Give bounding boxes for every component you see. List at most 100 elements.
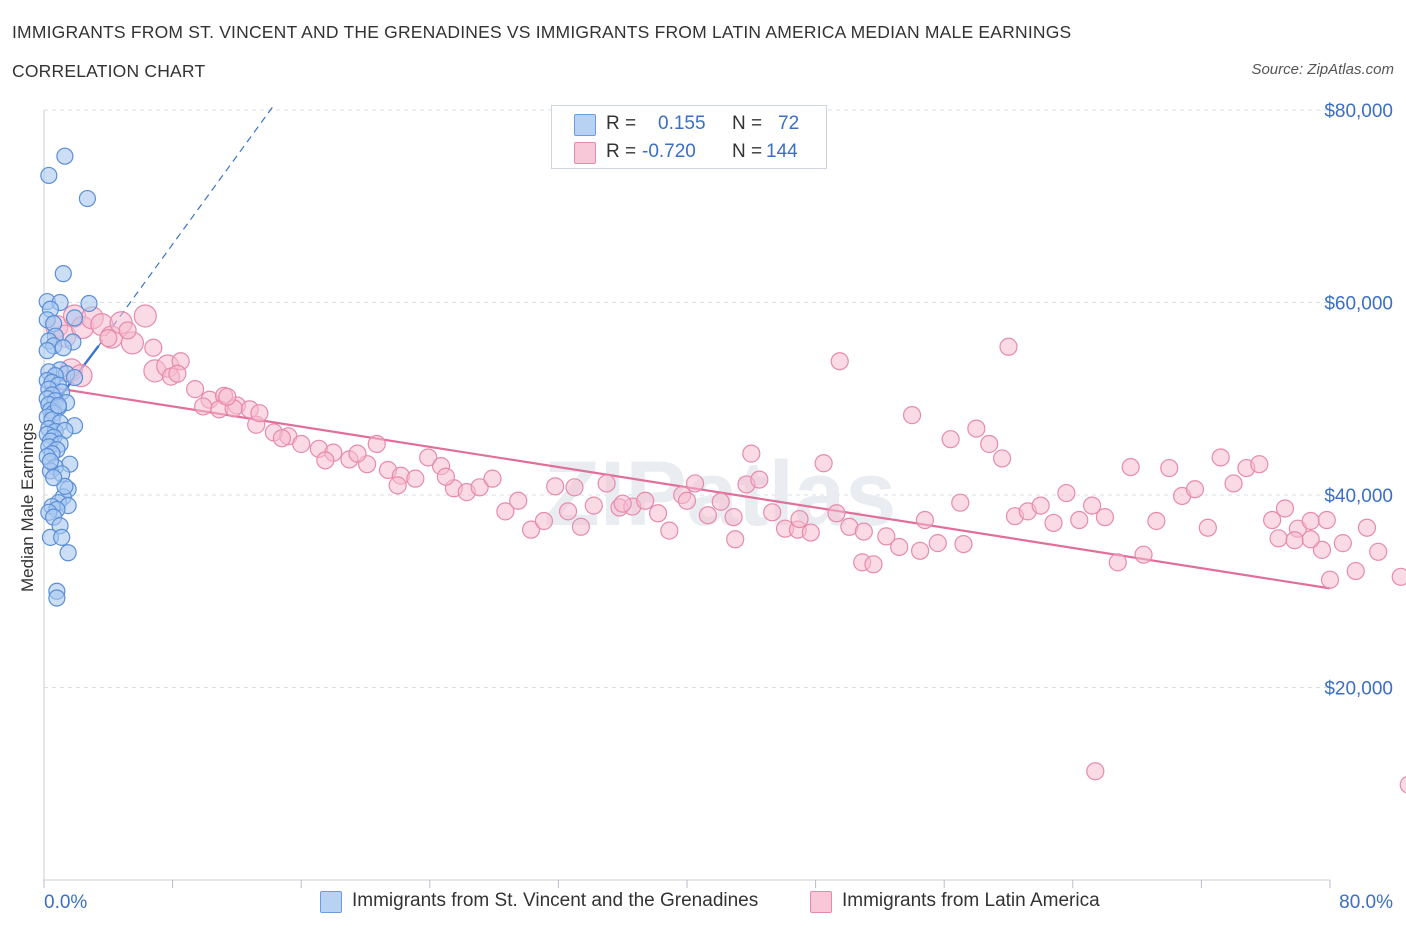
point-latin-america: [636, 491, 655, 510]
point-latin-america: [388, 476, 407, 495]
point-st-vincent: [78, 189, 97, 208]
point-latin-america: [436, 467, 455, 486]
point-latin-america: [1147, 511, 1166, 531]
point-latin-america: [168, 364, 187, 383]
point-latin-america: [1108, 553, 1127, 572]
point-st-vincent: [65, 368, 84, 387]
point-latin-america: [571, 517, 591, 536]
point-latin-america: [186, 380, 205, 399]
point-latin-america: [144, 338, 163, 357]
point-latin-america: [1095, 508, 1115, 527]
point-st-vincent: [45, 469, 63, 487]
correlation-legend: R = 0.155 N = 72 R = -0.720 N = 144: [551, 105, 827, 169]
point-st-vincent: [56, 147, 74, 165]
series-st-vincent-points: [38, 147, 98, 607]
point-latin-america: [827, 504, 846, 523]
point-latin-america: [877, 527, 896, 546]
point-latin-america: [470, 478, 489, 497]
point-latin-america: [724, 508, 743, 527]
point-latin-america: [1263, 510, 1282, 530]
point-latin-america: [316, 451, 335, 470]
point-latin-america: [910, 541, 930, 560]
y-axis-label: Median Male Earnings: [18, 422, 37, 592]
point-latin-america: [1346, 561, 1365, 581]
source-label: Source: ZipAtlas.com: [1251, 61, 1394, 78]
point-latin-america: [1160, 458, 1179, 478]
point-latin-america: [951, 493, 970, 512]
axes: [43, 110, 1331, 888]
point-latin-america: [1399, 776, 1406, 794]
point-latin-america: [194, 397, 213, 416]
point-latin-america: [1317, 510, 1336, 530]
point-latin-america: [1070, 510, 1089, 530]
legend-n-label: N =: [732, 141, 763, 162]
trend-line-st-vincent-extension: [98, 104, 275, 347]
legend-r-value: -0.720: [642, 141, 696, 162]
point-latin-america: [483, 469, 502, 488]
point-latin-america: [1333, 534, 1352, 553]
point-latin-america: [1031, 496, 1050, 515]
point-latin-america: [1301, 530, 1320, 549]
legend-r-value: 0.155: [658, 113, 706, 134]
point-latin-america: [597, 474, 616, 493]
point-latin-america: [584, 496, 603, 515]
point-latin-america: [406, 469, 425, 488]
point-st-vincent: [59, 544, 77, 562]
point-latin-america: [1082, 496, 1102, 515]
point-st-vincent: [41, 452, 60, 470]
point-latin-america: [1391, 567, 1406, 586]
point-latin-america: [685, 474, 705, 493]
point-latin-america: [677, 491, 697, 510]
tick-labels: $20,000 $40,000 $60,000 $80,000 0.0% 80.0%: [44, 101, 1393, 913]
point-st-vincent: [54, 339, 72, 357]
point-latin-america: [999, 337, 1018, 356]
series-name-st-vincent: Immigrants from St. Vincent and the Gren…: [352, 890, 759, 911]
chart-title: IMMIGRANTS FROM ST. VINCENT AND THE GREN…: [12, 22, 1072, 42]
point-latin-america: [118, 321, 137, 340]
point-latin-america: [711, 492, 730, 511]
point-latin-america: [830, 352, 849, 371]
legend-n-label: N =: [732, 113, 763, 134]
point-latin-america: [941, 430, 960, 449]
point-latin-america: [521, 520, 541, 539]
y-tick-label: $20,000: [1324, 679, 1393, 700]
point-latin-america: [1044, 513, 1063, 533]
point-latin-america: [367, 434, 386, 454]
point-latin-america: [763, 503, 782, 522]
x-tick-label-min: 0.0%: [44, 892, 87, 913]
point-latin-america: [660, 521, 679, 540]
point-latin-america: [954, 534, 973, 554]
legend-swatch-blue: [574, 114, 596, 136]
point-latin-america: [292, 434, 311, 454]
point-latin-america: [1198, 518, 1217, 537]
point-latin-america: [1211, 448, 1230, 467]
point-latin-america: [1301, 511, 1320, 531]
legend-r-label: R =: [606, 113, 637, 134]
point-latin-america: [1369, 542, 1388, 561]
chart-subtitle: CORRELATION CHART: [12, 61, 206, 81]
point-latin-america: [565, 478, 584, 497]
legend-swatch-blue: [320, 891, 342, 913]
point-latin-america: [890, 537, 909, 557]
point-latin-america: [801, 523, 820, 542]
legend-n-value: 72: [778, 113, 800, 134]
point-latin-america: [1086, 762, 1105, 781]
legend-swatch-pink: [574, 142, 596, 164]
point-st-vincent: [80, 294, 98, 313]
point-latin-america: [272, 429, 292, 448]
point-latin-america: [534, 511, 554, 531]
point-latin-america: [1121, 457, 1140, 477]
point-latin-america: [546, 477, 565, 496]
bottom-legend-latin-america: Immigrants from Latin America: [810, 889, 1140, 915]
point-st-vincent: [56, 477, 74, 495]
point-latin-america: [698, 506, 717, 525]
point-latin-america: [750, 470, 769, 489]
point-latin-america: [648, 504, 668, 523]
series-name-latin-america: Immigrants from Latin America: [842, 890, 1100, 911]
point-latin-america: [1250, 455, 1269, 474]
legend-n-value: 144: [766, 141, 798, 162]
point-latin-america: [790, 509, 809, 529]
point-latin-america: [980, 434, 999, 454]
point-latin-america: [613, 494, 632, 513]
point-latin-america: [967, 419, 986, 438]
